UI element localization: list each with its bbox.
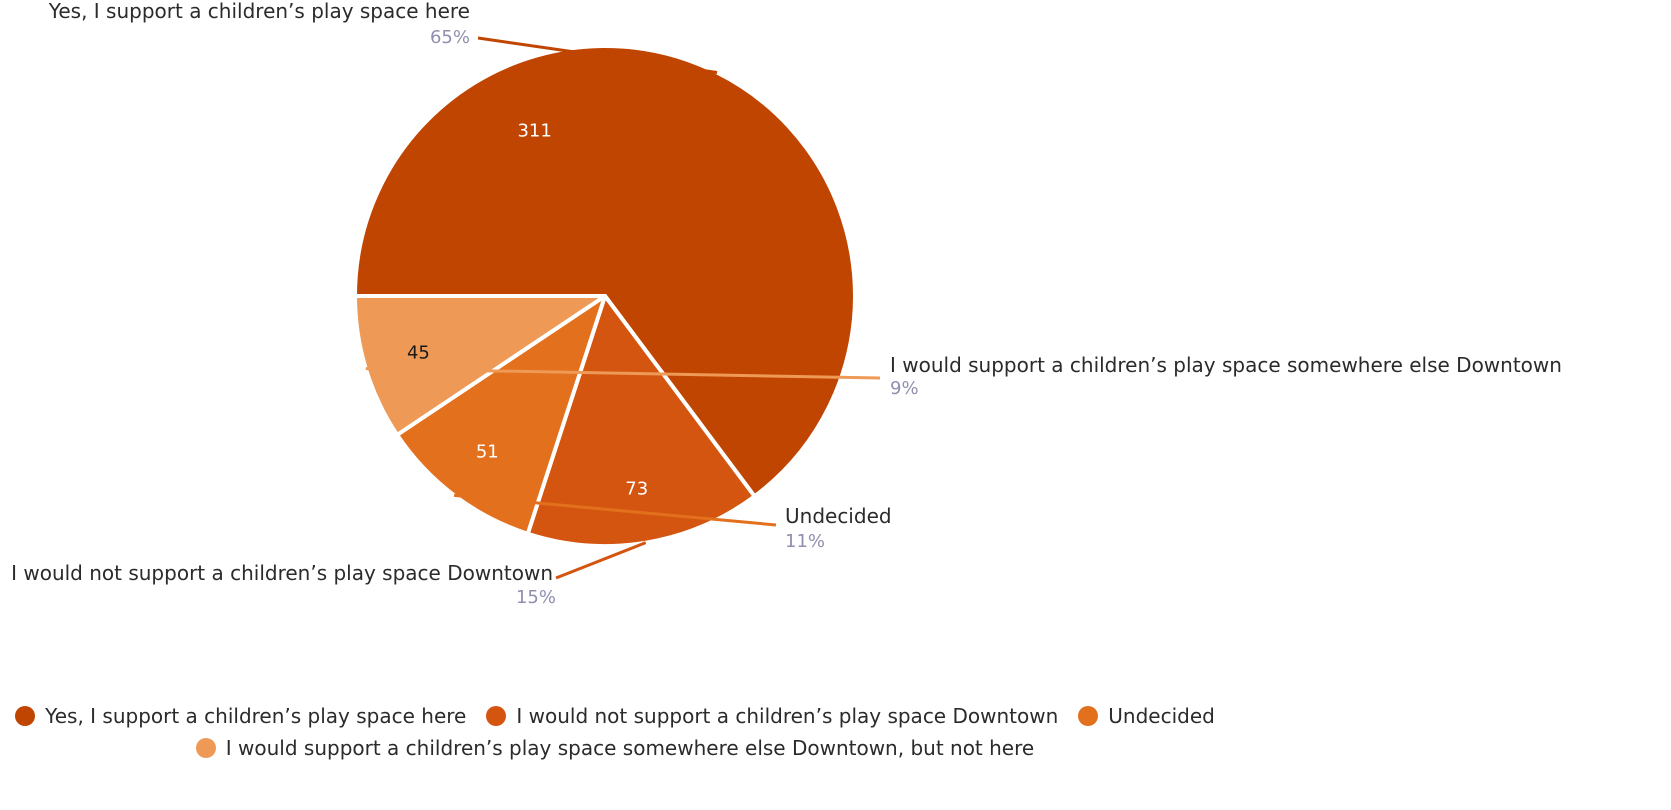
slice-value-label: 311 [517, 120, 551, 141]
slice-value-label: 45 [407, 343, 430, 364]
slice-callout-label: Yes, I support a children’s play space h… [48, 0, 470, 23]
pie-chart: 311 Yes, I support a children’s play spac… [11, 0, 1562, 608]
pie-slice [525, 294, 757, 548]
slice-percent-label: 15% [516, 587, 556, 608]
slice-callout-label: I would not support a children’s play sp… [11, 561, 553, 585]
leader-line [453, 493, 777, 527]
legend-item: Undecided [1078, 704, 1215, 728]
slice-percent-label: 9% [890, 378, 919, 399]
legend-label: I would support a children’s play space … [225, 736, 1035, 760]
slice-percent-label: 65% [430, 27, 470, 48]
leader-line [477, 36, 718, 74]
legend: Yes, I support a children’s play space h… [0, 704, 1230, 760]
leader-line [555, 541, 647, 580]
leader-line [365, 367, 881, 380]
legend-label: I would not support a children’s play sp… [516, 704, 1059, 728]
legend-swatch-icon [1078, 706, 1099, 726]
legend-item: I would support a children’s play space … [195, 736, 1035, 760]
slice-value-label: 73 [625, 478, 648, 499]
legend-item: Yes, I support a children’s play space h… [15, 704, 466, 728]
slice-percent-label: 11% [785, 531, 825, 552]
slice-callout-label: I would support a children’s play space … [890, 353, 1562, 377]
legend-item: I would not support a children’s play sp… [486, 704, 1058, 728]
legend-label: Undecided [1108, 704, 1215, 728]
legend-swatch-icon [486, 706, 507, 726]
slice-value-label: 51 [476, 441, 499, 462]
slice-callout-label: Undecided [785, 504, 892, 528]
legend-label: Yes, I support a children’s play space h… [45, 704, 467, 728]
legend-swatch-icon [15, 706, 36, 726]
legend-swatch-icon [195, 738, 216, 758]
